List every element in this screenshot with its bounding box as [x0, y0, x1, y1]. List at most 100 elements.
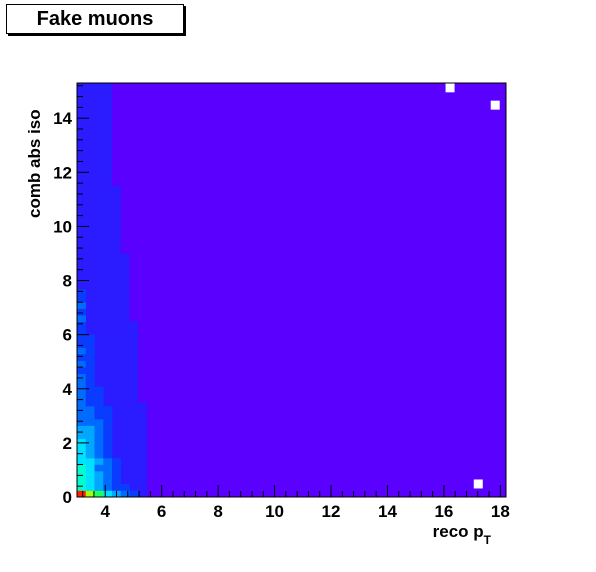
heatmap-cell [111, 471, 122, 478]
heatmap-cell [77, 445, 87, 452]
heatmap-cell [85, 490, 95, 498]
heatmap-cell [94, 406, 104, 413]
heatmap-cell [94, 393, 104, 400]
y-tick-label: 10 [53, 217, 72, 236]
heatmap-cell [77, 406, 87, 413]
heatmap-cell [77, 464, 87, 472]
heatmap-cell [85, 386, 95, 394]
y-tick-label: 14 [53, 109, 72, 128]
heatmap-cell [111, 477, 122, 485]
heatmap-cell [77, 354, 87, 361]
heatmap-cell [103, 419, 113, 426]
heatmap-cell [94, 484, 104, 491]
heatmap-cell [77, 360, 87, 368]
heatmap-cell [77, 315, 87, 322]
heatmap-cell [129, 490, 139, 498]
x-tick-label: 16 [434, 502, 453, 521]
heatmap-cell [77, 380, 87, 387]
x-tick-label: 14 [378, 502, 397, 521]
heatmap-cell [85, 399, 95, 407]
x-tick-label: 12 [322, 502, 341, 521]
x-tick-label: 4 [100, 502, 110, 521]
heatmap-cell [77, 458, 87, 465]
heatmap-cell [77, 321, 87, 329]
chart-title: Fake muons [36, 8, 154, 30]
heatmap-cell [85, 451, 95, 459]
heatmap-cell [77, 367, 87, 374]
heatmap-cell [111, 464, 122, 472]
heatmap-cell [77, 399, 87, 407]
x-tick-label: 18 [491, 502, 510, 521]
heatmap-cell [85, 347, 95, 355]
heatmap-cell [103, 438, 113, 446]
heatmap-cell [85, 334, 95, 342]
heatmap-cell [85, 367, 95, 374]
heatmap-cell [111, 484, 122, 491]
heatmap-cell [77, 477, 87, 485]
heatmap-cell [103, 458, 113, 465]
heatmap-cell [94, 445, 104, 452]
x-tick-label: 8 [213, 502, 222, 521]
heatmap-cell [77, 438, 87, 446]
heatmap-cell [103, 451, 113, 459]
heatmap-cell [85, 393, 95, 400]
x-tick-label: 6 [157, 502, 166, 521]
plot-frame [76, 82, 507, 498]
heatmap-cell [120, 490, 130, 498]
x-axis-title-subscript: T [484, 533, 492, 547]
heatmap-cell [94, 490, 104, 498]
heatmap-cell [103, 490, 113, 498]
y-tick-label: 8 [63, 272, 72, 291]
chart-title-box: Fake muons [6, 4, 184, 34]
heatmap-cell [85, 341, 95, 348]
heatmap-cell [94, 425, 104, 433]
heatmap-cell [77, 334, 87, 342]
y-axis-title: comb abs iso [25, 109, 44, 218]
heatmap-cell [103, 464, 113, 472]
plot-area [77, 83, 506, 498]
heatmap-cell [94, 451, 104, 459]
heatmap-cell [85, 445, 95, 452]
heatmap-cell [103, 425, 113, 433]
heatmap-cell [103, 406, 113, 413]
heatmap-cell [77, 328, 87, 335]
heatmap-cell [103, 412, 113, 420]
axes: 4 6 8 10 12 14 16 18 0 2 4 6 8 10 12 14 [53, 82, 510, 521]
heatmap-cell [103, 477, 113, 485]
heatmap-cell [120, 484, 130, 491]
heatmap-region [77, 185, 121, 254]
heatmap-cell [77, 425, 87, 433]
heatmap-cell [85, 360, 95, 368]
heatmap-cell [77, 419, 87, 426]
heatmap-cell [94, 399, 104, 407]
heatmap-cell [103, 432, 113, 439]
heatmap-cell [77, 386, 87, 394]
heatmap-cell [77, 308, 87, 316]
y-tick-label: 6 [63, 326, 72, 345]
heatmap-cell [77, 295, 87, 303]
heatmap-cell [77, 289, 87, 296]
heatmap-cell [94, 432, 104, 439]
heatmap-cell [77, 393, 87, 400]
heatmap-cell [85, 425, 95, 433]
heatmap-cell [77, 373, 87, 381]
heatmap-cell [85, 471, 95, 478]
y-tick-label: 12 [53, 163, 72, 182]
heatmap-cell [94, 412, 104, 420]
heatmap-cell [85, 373, 95, 381]
heatmap-cell [77, 302, 87, 309]
heatmap-cell [77, 484, 87, 491]
heatmap-cell [94, 386, 104, 394]
y-tick-label: 0 [63, 488, 72, 507]
heatmap-cell [85, 458, 95, 465]
heatmap-cell [85, 464, 95, 472]
heatmap-cell [94, 419, 104, 426]
heatmap-cell [94, 477, 104, 485]
heatmap-cell [77, 451, 87, 459]
heatmap-cell [94, 464, 104, 472]
heatmap-cell [77, 347, 87, 355]
heatmap-cell [94, 471, 104, 478]
heatmap-cell [77, 412, 87, 420]
heatmap-cell [77, 490, 87, 498]
heatmap-region [77, 83, 112, 186]
